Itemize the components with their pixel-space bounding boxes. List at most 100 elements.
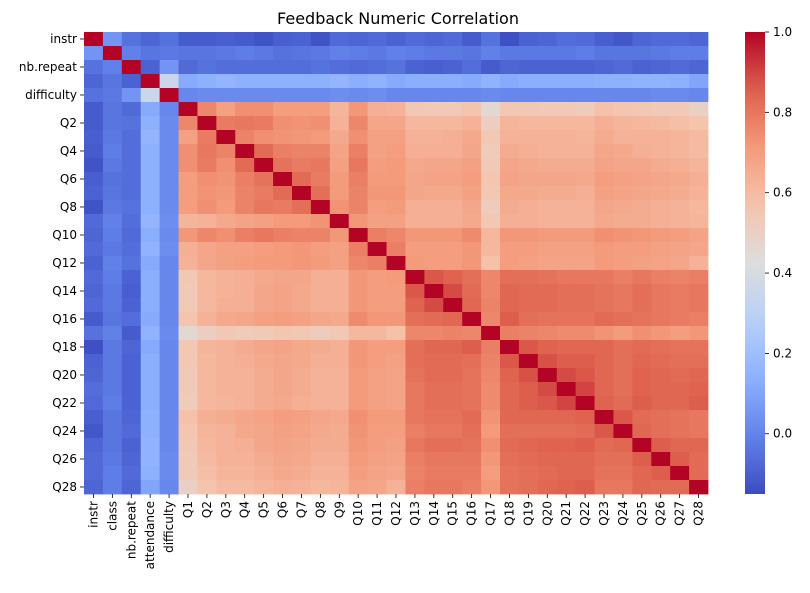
heatmap-cell — [500, 60, 520, 75]
heatmap-cell — [594, 46, 614, 61]
heatmap-cell — [273, 228, 293, 243]
heatmap-cell — [102, 284, 123, 299]
heatmap-cell — [348, 116, 369, 131]
heatmap-cell — [651, 46, 671, 61]
heatmap-cell — [651, 424, 671, 439]
heatmap-cell — [556, 32, 577, 47]
heatmap-cell — [292, 298, 312, 313]
heatmap-cell — [537, 438, 558, 453]
heatmap-cell — [575, 130, 595, 145]
heatmap-cell — [254, 60, 274, 75]
heatmap-cell — [462, 382, 482, 397]
heatmap-cell — [102, 46, 123, 61]
heatmap-cell — [197, 382, 217, 397]
heatmap-cell — [594, 130, 614, 145]
heatmap-cell — [670, 172, 690, 187]
heatmap-cell — [424, 242, 444, 257]
heatmap-cell — [594, 116, 614, 131]
heatmap-cell — [329, 410, 350, 425]
heatmap-cell — [84, 354, 104, 369]
heatmap-cell — [140, 130, 161, 145]
heatmap-cell — [178, 396, 198, 411]
heatmap-cell — [670, 368, 690, 383]
x-tick-label: Q10 — [351, 501, 365, 526]
heatmap-cell — [310, 186, 331, 201]
heatmap-cell — [310, 284, 331, 299]
heatmap-cell — [594, 354, 614, 369]
heatmap-cell — [632, 480, 652, 495]
heatmap-cell — [689, 32, 709, 47]
heatmap-cell — [140, 74, 161, 89]
heatmap-cell — [140, 270, 161, 285]
heatmap-cell — [575, 32, 595, 47]
heatmap-cell — [594, 396, 614, 411]
heatmap-cell — [367, 46, 387, 61]
heatmap-cell — [329, 242, 350, 257]
heatmap-cell — [651, 32, 671, 47]
heatmap-cell — [273, 270, 293, 285]
heatmap-cell — [292, 312, 312, 327]
colorbar-tick-label: 0.6 — [773, 186, 792, 200]
heatmap-cell — [670, 396, 690, 411]
heatmap-cell — [594, 256, 614, 271]
heatmap-cell — [518, 382, 539, 397]
heatmap-cell — [462, 452, 482, 467]
heatmap-cell — [651, 340, 671, 355]
heatmap-cell — [121, 158, 142, 173]
heatmap-cell — [216, 396, 236, 411]
heatmap-cell — [575, 74, 595, 89]
heatmap-cell — [481, 368, 501, 383]
heatmap-cell — [481, 284, 501, 299]
heatmap-cell — [140, 46, 161, 61]
heatmap-cell — [329, 74, 350, 89]
heatmap-cell — [329, 186, 350, 201]
heatmap-cell — [613, 284, 633, 299]
y-axis: instr nb.repeat difficulty Q2 Q4 Q6 Q8 Q10 Q12 Q1… — [19, 32, 84, 494]
heatmap-cell — [367, 312, 387, 327]
heatmap-cell — [443, 340, 463, 355]
heatmap-cell — [424, 396, 444, 411]
heatmap-cell — [632, 228, 652, 243]
heatmap-cell — [329, 116, 350, 131]
heatmap-cell — [481, 130, 501, 145]
heatmap-cell — [651, 354, 671, 369]
heatmap-cell — [500, 326, 520, 341]
heatmap-cell — [424, 88, 444, 103]
heatmap-cell — [537, 396, 558, 411]
heatmap-cell — [518, 312, 539, 327]
heatmap-cell — [594, 452, 614, 467]
heatmap-cell — [443, 354, 463, 369]
heatmap-cell — [84, 340, 104, 355]
heatmap-cell — [537, 200, 558, 215]
heatmap-cell — [575, 340, 595, 355]
heatmap-cell — [518, 116, 539, 131]
heatmap-cell — [443, 60, 463, 75]
heatmap-cell — [273, 172, 293, 187]
heatmap-cell — [178, 256, 198, 271]
heatmap-cell — [386, 200, 406, 215]
heatmap-cell — [481, 116, 501, 131]
heatmap-cell — [443, 326, 463, 341]
heatmap-cell — [443, 88, 463, 103]
heatmap-cell — [556, 102, 577, 117]
heatmap-cell — [367, 298, 387, 313]
heatmap-cell — [102, 74, 123, 89]
heatmap-cell — [651, 410, 671, 425]
heatmap-cell — [292, 130, 312, 145]
heatmap-cell — [121, 228, 142, 243]
heatmap-cell — [235, 214, 255, 229]
heatmap-cell — [367, 410, 387, 425]
heatmap-cell — [424, 228, 444, 243]
y-tick-label: Q16 — [52, 312, 77, 326]
heatmap-cell — [140, 382, 161, 397]
heatmap-cell — [329, 438, 350, 453]
heatmap-cell — [575, 410, 595, 425]
heatmap-cell — [273, 144, 293, 159]
heatmap-cell — [518, 354, 539, 369]
heatmap-cell — [651, 368, 671, 383]
heatmap-cell — [386, 172, 406, 187]
heatmap-cell — [651, 214, 671, 229]
heatmap-cell — [613, 214, 633, 229]
heatmap-cell — [481, 200, 501, 215]
heatmap-cell — [424, 102, 444, 117]
